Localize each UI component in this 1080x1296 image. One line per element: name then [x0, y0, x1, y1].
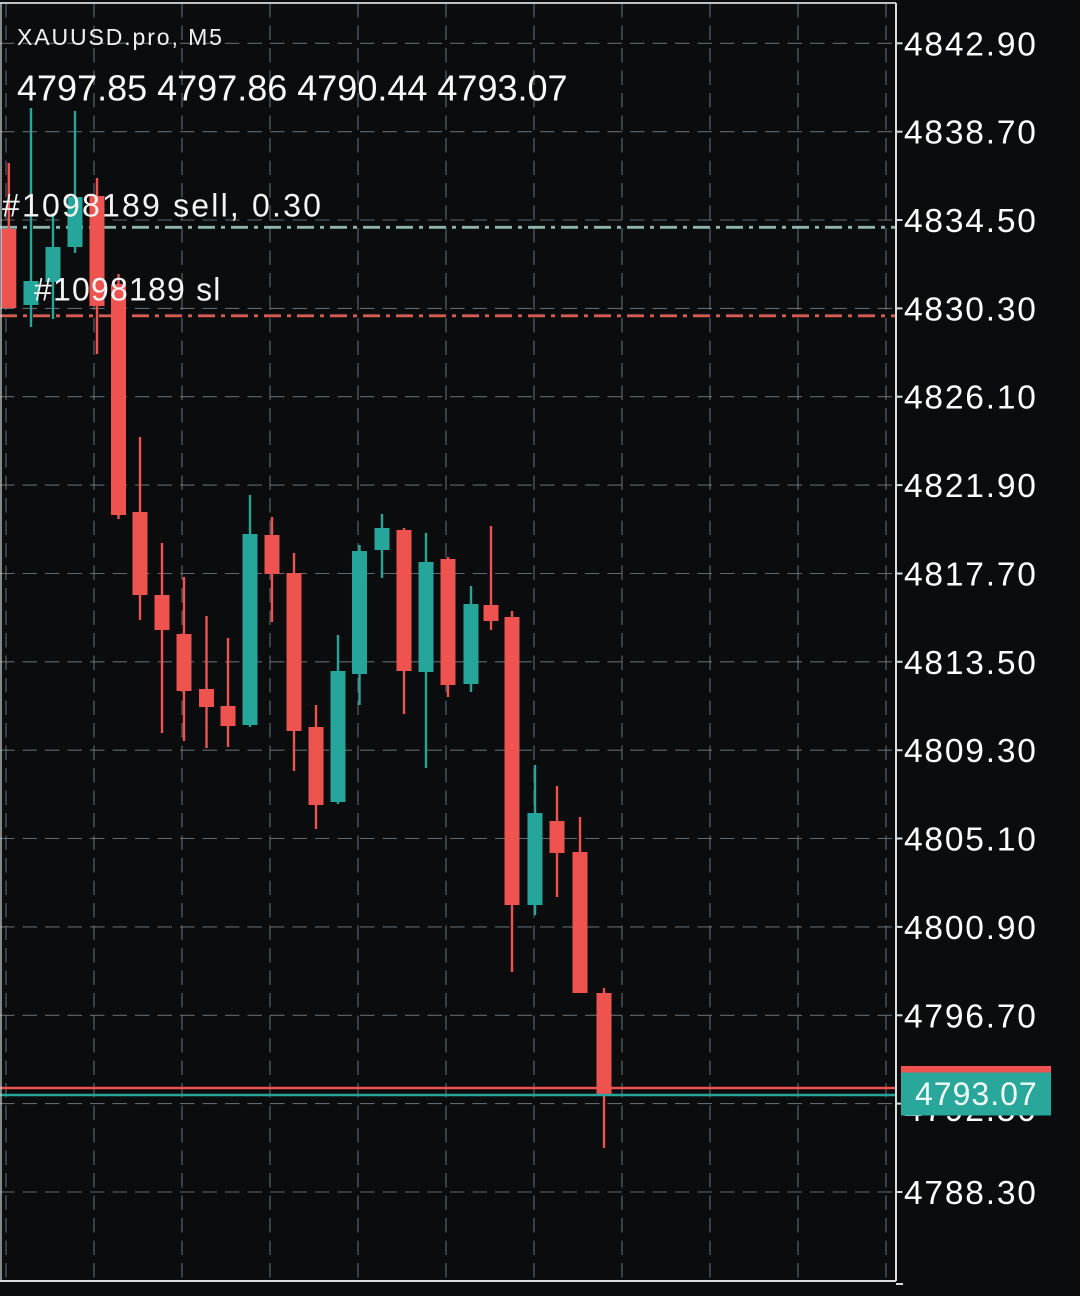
svg-text:XAUUSD.pro, M5: XAUUSD.pro, M5 — [17, 24, 224, 50]
svg-text:4788.30: 4788.30 — [904, 1175, 1038, 1212]
svg-text:4805.10: 4805.10 — [904, 822, 1038, 859]
svg-text:#1098189 sell, 0.30: #1098189 sell, 0.30 — [2, 188, 323, 224]
svg-text:4842.90: 4842.90 — [904, 26, 1038, 63]
svg-text:4793.07: 4793.07 — [915, 1076, 1038, 1112]
svg-text:4817.70: 4817.70 — [904, 557, 1038, 594]
svg-text:4834.50: 4834.50 — [904, 203, 1038, 240]
svg-text:4800.90: 4800.90 — [904, 910, 1038, 947]
svg-text:4809.30: 4809.30 — [904, 733, 1038, 770]
svg-text:4826.10: 4826.10 — [904, 380, 1038, 417]
svg-text:4796.70: 4796.70 — [904, 998, 1038, 1035]
svg-text:4813.50: 4813.50 — [904, 645, 1038, 682]
svg-text:4821.90: 4821.90 — [904, 468, 1038, 505]
svg-text:4797.85 4797.86 4790.44 4793.0: 4797.85 4797.86 4790.44 4793.07 — [17, 68, 568, 109]
svg-text:4838.70: 4838.70 — [904, 115, 1038, 152]
svg-text:4830.30: 4830.30 — [904, 291, 1038, 328]
svg-text:#1098189 sl: #1098189 sl — [34, 272, 222, 308]
